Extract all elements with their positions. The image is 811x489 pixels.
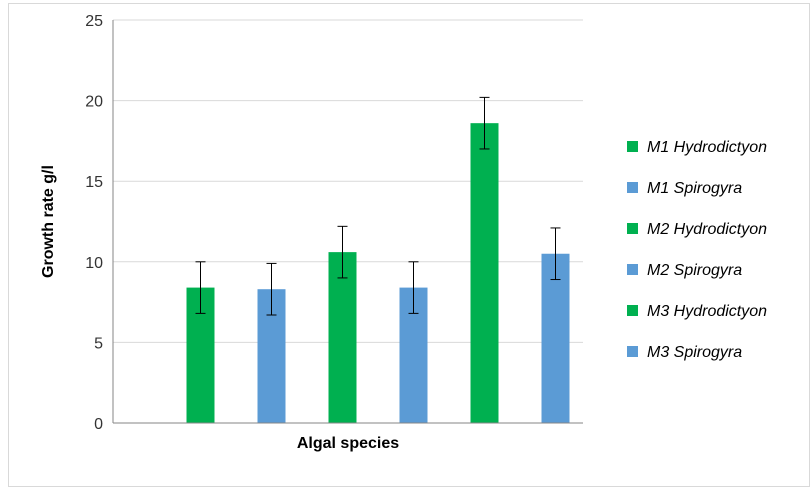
bars xyxy=(186,123,570,423)
legend-swatch xyxy=(627,182,638,193)
y-tick-label: 15 xyxy=(85,174,103,191)
error-bars xyxy=(195,96,561,316)
y-tick-label: 25 xyxy=(85,13,103,30)
legend-label: M3 Hydrodictyon xyxy=(647,303,767,320)
y-tick-label: 0 xyxy=(94,416,103,433)
y-tick-label: 20 xyxy=(85,94,103,111)
legend: M1 Hydrodictyon M1 Spirogyra M2 Hydrodicty… xyxy=(627,139,767,361)
y-tick-label: 10 xyxy=(85,255,103,272)
legend-swatch xyxy=(627,223,638,234)
legend-swatch xyxy=(627,346,638,357)
bar xyxy=(328,252,357,423)
y-axis-title: Growth rate g/l xyxy=(40,165,57,278)
gridlines xyxy=(113,19,583,343)
legend-swatch xyxy=(627,305,638,316)
legend-label: M1 Hydrodictyon xyxy=(647,139,767,156)
legend-swatch xyxy=(627,264,638,275)
bar xyxy=(541,253,570,423)
legend-swatch xyxy=(627,141,638,152)
y-tick-labels: 0 5 10 15 20 25 xyxy=(85,13,103,433)
legend-label: M2 Spirogyra xyxy=(647,262,742,279)
x-axis-title: Algal species xyxy=(297,435,399,452)
bar xyxy=(470,123,499,423)
legend-label: M3 Spirogyra xyxy=(647,344,742,361)
y-tick-label: 5 xyxy=(94,335,103,352)
legend-label: M1 Spirogyra xyxy=(647,180,742,197)
legend-label: M2 Hydrodictyon xyxy=(647,221,767,238)
chart-frame xyxy=(8,3,810,487)
